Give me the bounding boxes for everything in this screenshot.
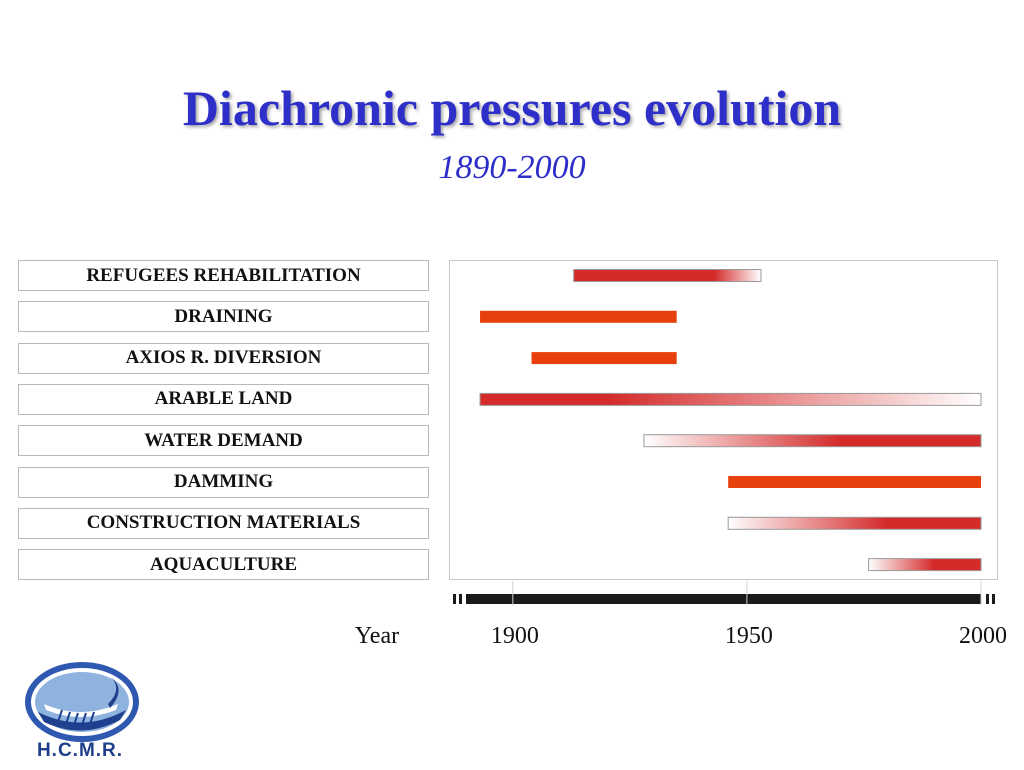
row-label-construction-materials: CONSTRUCTION MATERIALS (18, 507, 429, 539)
bar-axios-r-diversion (531, 352, 677, 365)
row-label-aquaculture: AQUACULTURE (18, 549, 429, 581)
row-label-damming: DAMMING (18, 466, 429, 498)
bar-aquaculture (868, 558, 982, 572)
row-label-draining: DRAINING (18, 301, 429, 333)
tick-label-1950: 1950 (725, 623, 773, 649)
axis-break-mark (986, 594, 989, 604)
logo-text: H.C.M.R. (36, 740, 124, 761)
row-label-axios-r-diversion: AXIOS R. DIVERSION (18, 342, 429, 374)
row-label-refugees-rehabilitation: REFUGEES REHABILITATION (18, 260, 429, 291)
axis-break-mark (459, 594, 462, 604)
bar-draining (480, 310, 677, 323)
tick-label-2000: 2000 (959, 623, 1007, 649)
chart-subtitle: 1890-2000 (438, 149, 586, 186)
bar-water-demand (643, 434, 982, 448)
ship-emblem-icon (25, 662, 139, 742)
chart-title: Diachronic pressures evolution (182, 80, 842, 136)
x-axis-label: Year (355, 623, 399, 649)
row-label-arable-land: ARABLE LAND (18, 383, 429, 415)
axis-break-mark (453, 594, 456, 604)
axis-break-mark (992, 594, 995, 604)
bar-construction-materials (727, 516, 982, 530)
tick-label-1900: 1900 (491, 623, 539, 649)
bar-refugees-rehabilitation (573, 269, 762, 282)
row-label-water-demand: WATER DEMAND (18, 425, 429, 457)
bar-arable-land (479, 392, 982, 406)
bar-damming (728, 476, 981, 488)
axis-bar (466, 594, 981, 604)
